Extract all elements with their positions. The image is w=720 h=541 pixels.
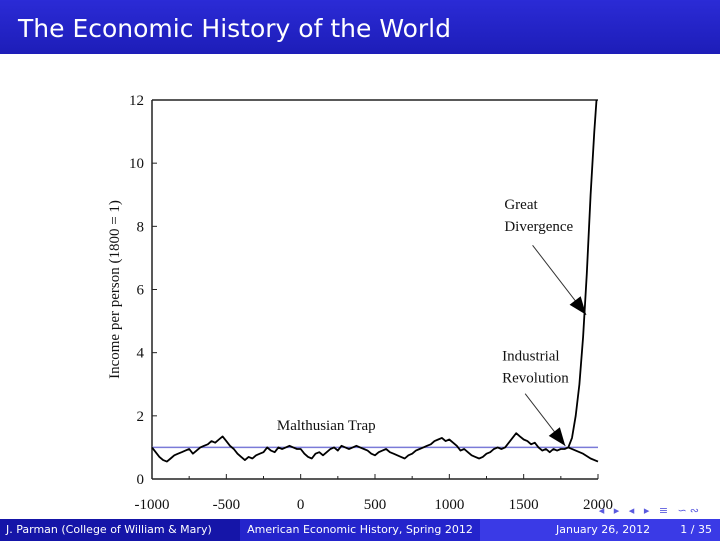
x-tick-label: -500 [213,497,241,513]
footer-course: American Economic History, Spring 2012 [247,523,473,536]
y-tick-label: 10 [129,156,144,172]
footer-course-segment: American Economic History, Spring 2012 [240,519,480,541]
annotation-label-3: Great [504,197,538,213]
y-axis-label: Income per person (1800 = 1) [107,200,123,379]
footer: J. Parman (College of William & Mary) Am… [0,519,720,541]
great-divergence-arrow-head [569,296,587,315]
footer-author: J. Parman (College of William & Mary) [6,523,212,536]
y-tick-label: 0 [137,472,145,488]
series-line-1 [151,99,598,463]
title-bar: The Economic History of the World [0,0,720,54]
y-tick-label: 8 [137,219,145,235]
annotation-label-3: Divergence [504,219,573,235]
footer-date-segment: January 26, 2012 1 / 35 [480,519,720,541]
annotation-label-2: Industrial [502,349,560,365]
x-tick-label: 1500 [509,497,539,513]
chart: 0 2 4 6 8 10 12 -1000 -500 0 500 1000 1500 2000 Income… [104,88,616,522]
annotation-label-2: Revolution [502,371,569,387]
x-tick-label: 0 [297,497,305,513]
x-tick-label: -1000 [135,497,170,513]
y-tick-label: 4 [137,346,145,362]
x-tick-label: 2000 [583,497,613,513]
footer-author-segment: J. Parman (College of William & Mary) [0,519,240,541]
annotation-label-1: Malthusian Trap [277,418,376,434]
y-tick-label: 6 [137,283,145,299]
x-tick-label: 1000 [434,497,464,513]
beamer-nav-icons[interactable]: ◂ ▸ ◂ ▸ ≡ ∽∾ [598,504,702,517]
industrial-revolution-arrow-head [548,427,566,446]
footer-page-number: 1 / 35 [680,523,712,536]
y-tick-label: 2 [137,409,145,425]
y-tick-label: 12 [129,93,144,109]
slide-title: The Economic History of the World [18,14,451,43]
x-tick-label: 500 [364,497,387,513]
chart-svg: 0 2 4 6 8 10 12 -1000 -500 0 500 1000 1500 2000 Income… [107,93,613,513]
series-line-2 [567,446,599,463]
footer-date: January 26, 2012 [556,523,651,536]
